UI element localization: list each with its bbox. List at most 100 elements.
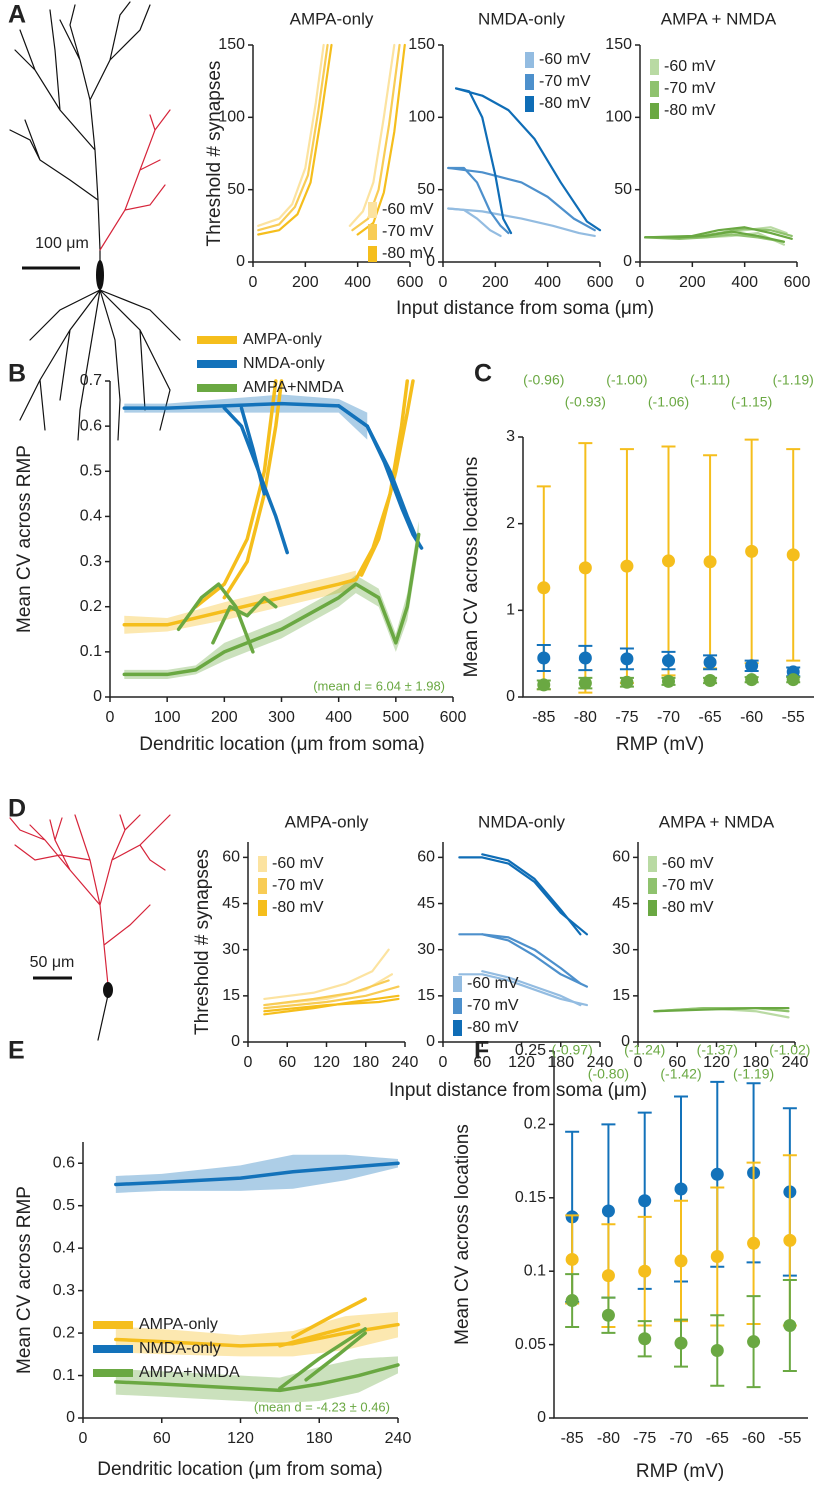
legend-label: -80 mV	[664, 102, 716, 119]
data-point	[674, 1182, 688, 1196]
data-point	[710, 1167, 724, 1181]
data-line	[304, 1331, 367, 1382]
x-tick-label: 120	[227, 1430, 254, 1447]
data-line	[257, 43, 329, 232]
y-tick-label: 150	[218, 36, 245, 53]
legend-label: -70 mV	[539, 73, 591, 90]
data-line	[359, 379, 415, 577]
data-point	[747, 1335, 761, 1349]
y-tick-label: 0.15	[515, 1189, 546, 1206]
data-point	[601, 1308, 615, 1322]
data-point	[703, 674, 717, 688]
legend-label: -70 mV	[272, 877, 324, 894]
chart: 0 50 100 150 AMPA-only Threshold # synapses In…	[204, 9, 654, 319]
data-line	[176, 582, 255, 654]
legend-swatch	[453, 998, 462, 1014]
chart-title: AMPA + NMDA	[661, 9, 777, 28]
x-tick-label: 600	[784, 274, 811, 291]
data-point	[662, 654, 675, 668]
legend-label: -60 mV	[539, 51, 591, 68]
scale-bar-label: 100 μm	[35, 235, 89, 252]
y-axis-label: Threshold # synapses	[192, 849, 213, 1035]
legend-label: -80 mV	[382, 245, 434, 262]
x-tick-label: -55	[778, 1430, 801, 1447]
x-tick-label: 0	[439, 1054, 448, 1071]
data-line	[257, 43, 333, 236]
legend-label: AMPA-only	[243, 331, 322, 348]
y-tick-label: 0.3	[53, 1282, 75, 1299]
x-tick-label: -85	[561, 1430, 584, 1447]
data-point	[747, 1236, 761, 1250]
data-line	[257, 43, 325, 227]
y-tick-label: 0.2	[524, 1116, 546, 1133]
y-tick-label: 0.1	[80, 643, 102, 660]
x-tick-label: 60	[153, 1430, 171, 1447]
data-point	[537, 651, 551, 665]
data-line	[122, 532, 421, 677]
y-tick-label: 0	[236, 253, 245, 270]
annotation: (-1.19)	[773, 372, 814, 388]
y-tick-label: 0.6	[53, 1154, 75, 1171]
data-point	[662, 674, 675, 688]
x-tick-label: 120	[508, 1054, 535, 1071]
x-tick-label: 400	[534, 274, 561, 291]
data-line	[351, 43, 401, 232]
legend-swatch	[650, 103, 659, 119]
legend-swatch	[258, 856, 267, 872]
annotation: (-0.80)	[588, 1066, 629, 1082]
x-tick-label: -60	[740, 709, 763, 726]
chart: 0 0.05 0.1 0.15 0.2 0.25 Mean CV across locati…	[452, 1042, 810, 1482]
legend-label: NMDA-only	[243, 355, 325, 372]
x-tick-label: 120	[703, 1054, 730, 1071]
data-line	[447, 207, 596, 238]
y-tick-label: 15	[417, 987, 435, 1004]
error-band	[124, 570, 356, 634]
data-line	[122, 577, 358, 627]
chart-title: NMDA-only	[478, 812, 565, 831]
data-point	[745, 673, 759, 687]
data-point	[578, 676, 592, 690]
legend-label: -70 mV	[662, 877, 714, 894]
y-tick-label: 30	[222, 941, 240, 958]
x-axis-label: Input distance from soma (μm)	[389, 1080, 647, 1101]
x-tick-label: 0	[636, 274, 645, 291]
data-point	[620, 675, 634, 689]
legend-label: -80 mV	[662, 899, 714, 916]
neuron-d: 50 μm	[9, 814, 171, 1041]
legend-swatch	[453, 976, 462, 992]
data-point	[565, 1294, 579, 1308]
data-point	[674, 1336, 688, 1350]
y-tick-label: 0.4	[80, 508, 102, 525]
data-line	[458, 973, 589, 1007]
x-tick-label: 240	[392, 1054, 419, 1071]
data-point	[703, 655, 717, 669]
data-point	[601, 1269, 615, 1283]
legend-label: AMPA+NMDA	[243, 379, 344, 396]
soma	[96, 260, 104, 290]
y-tick-label: 0.1	[524, 1262, 546, 1279]
y-tick-label: 50	[227, 181, 245, 198]
x-tick-label: -80	[574, 709, 597, 726]
legend-swatch	[525, 96, 534, 112]
legend-swatch	[525, 74, 534, 90]
chart-title: AMPA-only	[290, 9, 374, 28]
soma	[103, 982, 113, 998]
data-line	[278, 1322, 361, 1348]
data-point	[638, 1194, 652, 1208]
x-tick-label: 200	[211, 709, 238, 726]
data-line	[336, 404, 421, 546]
data-point	[710, 1343, 724, 1357]
data-point	[710, 1250, 724, 1264]
legend-swatch	[650, 81, 659, 97]
annotation: (-1.24)	[624, 1042, 665, 1058]
data-point	[578, 651, 592, 665]
y-tick-label: 0.4	[53, 1239, 75, 1256]
y-tick-label: 15	[612, 987, 630, 1004]
annotation: (-0.93)	[565, 394, 606, 410]
scale-bar-label: 50 μm	[30, 954, 75, 971]
x-tick-label: -65	[699, 709, 722, 726]
x-tick-label: -75	[615, 709, 638, 726]
annotation: (mean d = 6.04 ± 1.98)	[313, 678, 445, 693]
y-tick-label: 0	[426, 1033, 435, 1050]
y-tick-label: 60	[417, 849, 435, 866]
